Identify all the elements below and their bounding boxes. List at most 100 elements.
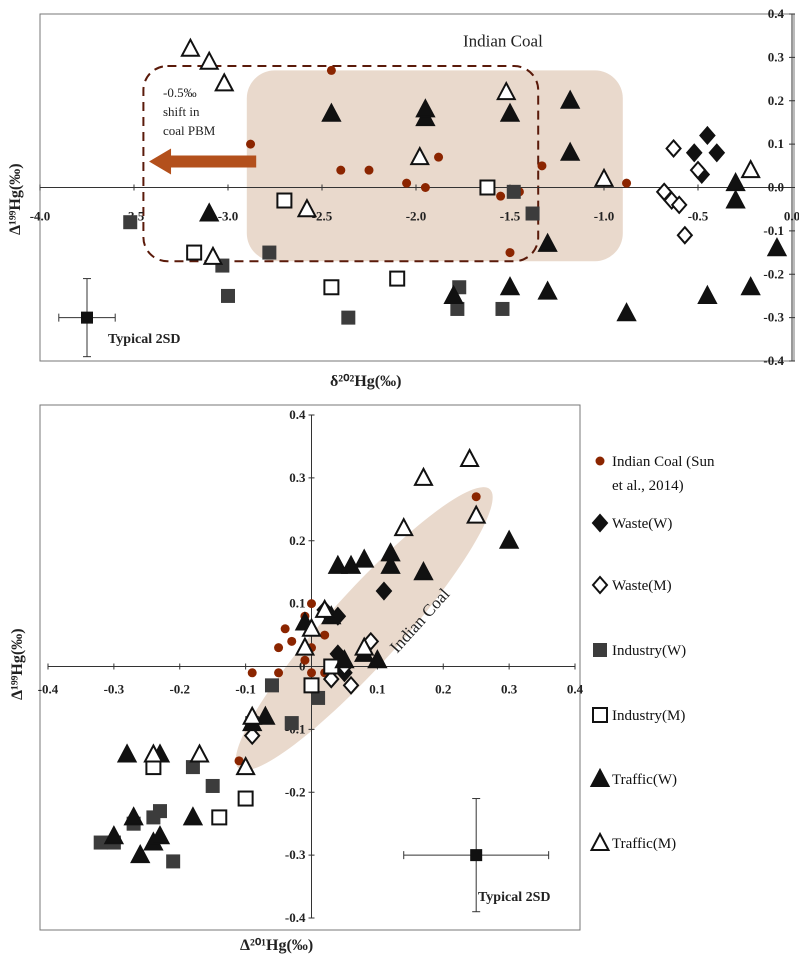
point-traffic-w	[413, 561, 434, 581]
legend-item-industry-m: Industry(M)	[592, 707, 685, 724]
x-tick-label: 0.1	[369, 682, 385, 697]
y-tick-label: 0.1	[768, 136, 784, 151]
point-traffic-m	[199, 50, 220, 70]
point-coal	[247, 668, 257, 678]
bottom-y-axis-title: Δ¹⁹⁹Hg(‰)	[9, 628, 26, 700]
point-traffic-w	[559, 89, 581, 109]
x-tick-label: -0.1	[235, 682, 256, 697]
legend-label-traffic-w: Traffic(W)	[612, 772, 677, 788]
bottom-error-bar	[403, 798, 550, 913]
y-tick-label: 0	[299, 659, 306, 674]
legend-item-traffic-m: Traffic(M)	[589, 831, 676, 852]
bottom-scatter-panel: Indian Coal -0.4-0.3-0.2-0.100.10.20.30.…	[9, 404, 584, 954]
point-traffic-w	[255, 705, 276, 725]
point-industry-w	[341, 310, 356, 325]
point-coal	[307, 599, 316, 609]
point-traffic-m	[189, 743, 210, 763]
point-traffic-w	[149, 825, 171, 845]
x-tick-label: 0.2	[435, 682, 451, 697]
point-waste-m	[676, 225, 694, 245]
top-x-axis-title: δ²⁰²Hg(‰)	[330, 373, 401, 390]
y-tick-label: 0.0	[768, 180, 784, 195]
point-coal	[280, 624, 290, 634]
top-error-label: Typical 2SD	[108, 332, 180, 347]
legend-marker-shape	[595, 456, 605, 466]
point-industry-m	[323, 279, 340, 296]
point-coal	[307, 668, 316, 678]
x-tick-label: 0.4	[567, 682, 584, 697]
point-coal	[505, 248, 515, 258]
point-traffic-w	[499, 276, 521, 296]
legend-marker-shape	[591, 513, 609, 533]
point-coal	[287, 636, 297, 646]
point-traffic-w	[740, 276, 761, 296]
point-traffic-m	[301, 617, 322, 637]
point-waste-w	[708, 143, 726, 163]
bottom-data-points	[93, 447, 520, 869]
y-tick-label: -0.3	[285, 847, 306, 862]
point-traffic-m	[314, 598, 335, 618]
point-industry-w	[123, 215, 138, 230]
point-traffic-w	[103, 825, 125, 845]
point-traffic-m	[409, 146, 430, 166]
point-waste-w	[375, 581, 393, 601]
x-tick-label: -0.4	[38, 682, 59, 697]
legend-marker-traffic-m	[589, 831, 611, 851]
legend-item-indian-coal: Indian Coal (Sun et al., 2014)	[595, 454, 715, 494]
point-traffic-m	[180, 37, 201, 57]
legend-label-industry-w: Industry(W)	[612, 643, 686, 659]
legend-marker-shape	[592, 707, 608, 723]
point-coal	[496, 191, 506, 201]
point-coal	[402, 178, 412, 188]
point-coal	[234, 756, 244, 766]
point-coal	[364, 165, 374, 175]
point-traffic-m	[235, 755, 256, 776]
point-traffic-w	[321, 102, 342, 122]
y-tick-label: 0.3	[289, 470, 306, 485]
legend-marker-industry-m	[592, 707, 608, 723]
point-traffic-m	[740, 159, 761, 179]
top-error-bar	[58, 278, 116, 358]
point-waste-m	[243, 726, 261, 746]
point-coal	[336, 165, 346, 175]
point-industry-m	[186, 244, 203, 261]
error-bar-marker	[81, 311, 93, 324]
point-industry-w	[152, 804, 167, 819]
point-coal	[274, 643, 284, 653]
shift-text-line1: -0.5‰	[163, 85, 197, 100]
point-traffic-w	[537, 280, 558, 300]
legend-item-waste-m: Waste(M)	[591, 575, 672, 595]
point-industry-w	[166, 854, 181, 869]
legend-marker-shape	[593, 643, 607, 657]
legend-marker-shape	[589, 767, 611, 787]
point-waste-m	[322, 669, 340, 689]
bottom-error-label: Typical 2SD	[478, 890, 550, 905]
point-industry-w	[262, 245, 277, 260]
legend-item-traffic-w: Traffic(W)	[589, 767, 677, 788]
point-industry-w	[221, 288, 235, 303]
x-tick-label: -3.0	[218, 209, 239, 224]
x-tick-label: -2.5	[312, 209, 333, 224]
point-traffic-w	[116, 743, 138, 763]
x-tick-label: -0.2	[169, 682, 190, 697]
legend: Indian Coal (Sun et al., 2014) Waste(W) …	[589, 454, 715, 852]
point-traffic-m	[143, 743, 164, 763]
x-tick-label: -2.0	[406, 209, 427, 224]
point-industry-w	[525, 206, 540, 221]
top-scatter-panel: Indian Coal -0.5‰ shift in coal PBM -4.0…	[7, 6, 799, 390]
shift-arrow	[149, 148, 257, 175]
legend-label-traffic-m: Traffic(M)	[612, 836, 676, 852]
y-tick-label: 0.4	[289, 407, 306, 422]
top-y-tick-labels: 0.4 0.3 0.2 0.1 0.0 -0.1 -0.2 -0.3 -0.4	[763, 6, 795, 368]
point-traffic-w	[725, 189, 746, 209]
point-coal	[300, 655, 310, 665]
point-industry-m	[389, 270, 406, 287]
point-traffic-w	[340, 554, 362, 574]
top-indian-coal-label: Indian Coal	[463, 32, 543, 51]
point-industry-m	[276, 192, 293, 209]
point-waste-m	[670, 195, 688, 215]
point-traffic-w	[354, 548, 375, 568]
legend-marker-waste-w	[591, 513, 609, 533]
y-tick-label: -0.1	[763, 223, 784, 238]
point-traffic-m	[294, 636, 316, 656]
